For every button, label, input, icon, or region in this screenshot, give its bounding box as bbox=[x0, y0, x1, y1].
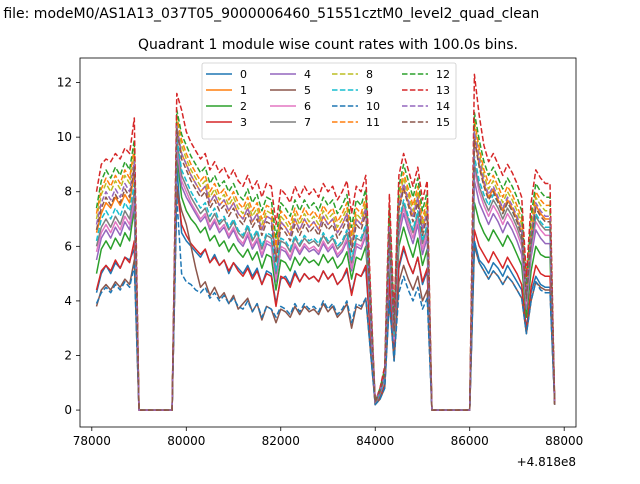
y-tick-label: 2 bbox=[64, 348, 72, 362]
series-line-15 bbox=[95, 128, 556, 411]
x-axis: 78000 80000 82000 84000 86000 88000 bbox=[73, 427, 583, 448]
x-tick-label: 84000 bbox=[356, 434, 394, 448]
series-line-1 bbox=[95, 130, 556, 411]
x-tick-label: 78000 bbox=[73, 434, 111, 448]
legend-label-12: 12 bbox=[436, 68, 450, 81]
series-line-12 bbox=[95, 109, 556, 411]
y-tick-label: 10 bbox=[57, 130, 72, 144]
x-tick-label: 82000 bbox=[262, 434, 300, 448]
legend-label-13: 13 bbox=[436, 84, 450, 97]
legend-label-3: 3 bbox=[240, 116, 247, 129]
legend-label-7: 7 bbox=[304, 116, 311, 129]
y-tick-label: 4 bbox=[64, 294, 72, 308]
legend-label-6: 6 bbox=[304, 100, 311, 113]
plot-area bbox=[95, 73, 556, 411]
series-line-7 bbox=[95, 139, 556, 411]
series-line-11 bbox=[95, 114, 556, 411]
legend-label-1: 1 bbox=[240, 84, 247, 97]
x-tick-label: 88000 bbox=[545, 434, 583, 448]
series-line-6 bbox=[95, 141, 556, 411]
series-line-14 bbox=[95, 125, 556, 411]
legend-label-10: 10 bbox=[366, 100, 380, 113]
y-tick-label: 12 bbox=[57, 76, 72, 90]
figure-suptitle: n file: modeM0/AS1A13_037T05_9000006460_… bbox=[0, 6, 539, 22]
series-line-8 bbox=[95, 120, 556, 411]
y-tick-label: 8 bbox=[64, 185, 72, 199]
x-tick-label: 86000 bbox=[451, 434, 489, 448]
legend-label-5: 5 bbox=[304, 84, 311, 97]
legend-label-11: 11 bbox=[366, 116, 380, 129]
series-line-2 bbox=[95, 152, 556, 411]
series-line-10 bbox=[95, 196, 556, 411]
chart-title: Quadrant 1 module wise count rates with … bbox=[138, 37, 518, 53]
series-line-13 bbox=[95, 73, 556, 411]
y-tick-label: 0 bbox=[64, 403, 72, 417]
axes-frame bbox=[79, 57, 577, 428]
series-line-9 bbox=[95, 136, 556, 411]
legend-label-4: 4 bbox=[304, 68, 311, 81]
legend-label-9: 9 bbox=[366, 84, 373, 97]
legend-label-0: 0 bbox=[240, 68, 247, 81]
x-tick-label: 80000 bbox=[167, 434, 205, 448]
y-axis: 0 2 4 6 8 10 12 bbox=[57, 76, 80, 417]
legend-box bbox=[201, 62, 457, 140]
y-tick-label: 6 bbox=[64, 239, 72, 253]
x-axis-offset-label: +4.818e8 bbox=[517, 455, 576, 469]
legend-label-14: 14 bbox=[436, 100, 450, 113]
series-line-4 bbox=[95, 147, 556, 411]
legend-label-2: 2 bbox=[240, 100, 247, 113]
legend-label-15: 15 bbox=[436, 116, 450, 129]
legend-label-8: 8 bbox=[366, 68, 373, 81]
series-line-5 bbox=[95, 188, 556, 411]
